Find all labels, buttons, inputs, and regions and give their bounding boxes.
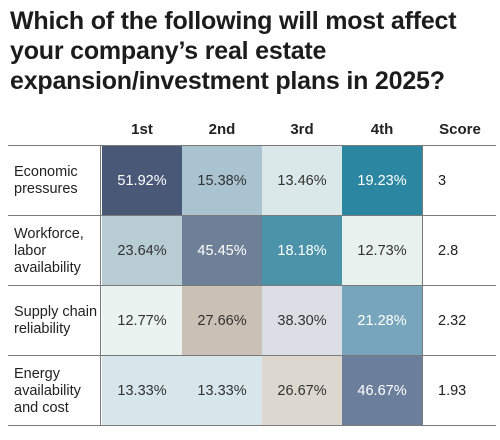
row-label: Energy availability and cost <box>14 365 81 416</box>
score-value: 2.32 <box>438 313 467 329</box>
heatmap-cell: 15.38% <box>182 146 262 216</box>
column-header: 4th <box>370 121 394 138</box>
score-value: 2.8 <box>438 243 459 259</box>
row-divider <box>8 145 496 146</box>
column-header: Score <box>439 121 481 138</box>
row-label: Supply chain reliability <box>14 304 98 337</box>
row-label: Economic pressures <box>14 164 78 197</box>
heatmap-cell: 12.73% <box>342 216 422 286</box>
chart-title: Which of the following will most affect … <box>10 7 457 95</box>
row-divider <box>8 425 496 426</box>
heatmap-cell: 21.28% <box>342 286 422 356</box>
heatmap-cell: 26.67% <box>262 356 342 426</box>
heatmap-cell: 18.18% <box>262 216 342 286</box>
heatmap-cell: 23.64% <box>102 216 182 286</box>
column-divider <box>422 146 423 426</box>
row-divider <box>8 285 496 286</box>
row-divider <box>8 215 496 216</box>
heatmap-cell: 46.67% <box>342 356 422 426</box>
heatmap-table: 1st 2nd 3rd 4th Score Economic pressures 51.92… <box>0 116 500 440</box>
heatmap-cell: 45.45% <box>182 216 262 286</box>
heatmap-cell: 27.66% <box>182 286 262 356</box>
heatmap-cell: 12.77% <box>102 286 182 356</box>
heatmap-cell: 13.46% <box>262 146 342 216</box>
score-value: 3 <box>438 173 447 189</box>
row-divider <box>8 355 496 356</box>
heatmap-cell: 13.33% <box>182 356 262 426</box>
row-label: Workforce, labor availability <box>14 225 84 276</box>
heatmap-cell: 13.33% <box>102 356 182 426</box>
column-header: 1st <box>131 121 153 138</box>
heatmap-cell: 51.92% <box>102 146 182 216</box>
column-header: 2nd <box>208 121 236 138</box>
heatmap-cell: 19.23% <box>342 146 422 216</box>
score-value: 1.93 <box>438 383 467 399</box>
column-divider <box>100 146 101 426</box>
heatmap-cell: 38.30% <box>262 286 342 356</box>
column-header: 3rd <box>290 121 314 138</box>
